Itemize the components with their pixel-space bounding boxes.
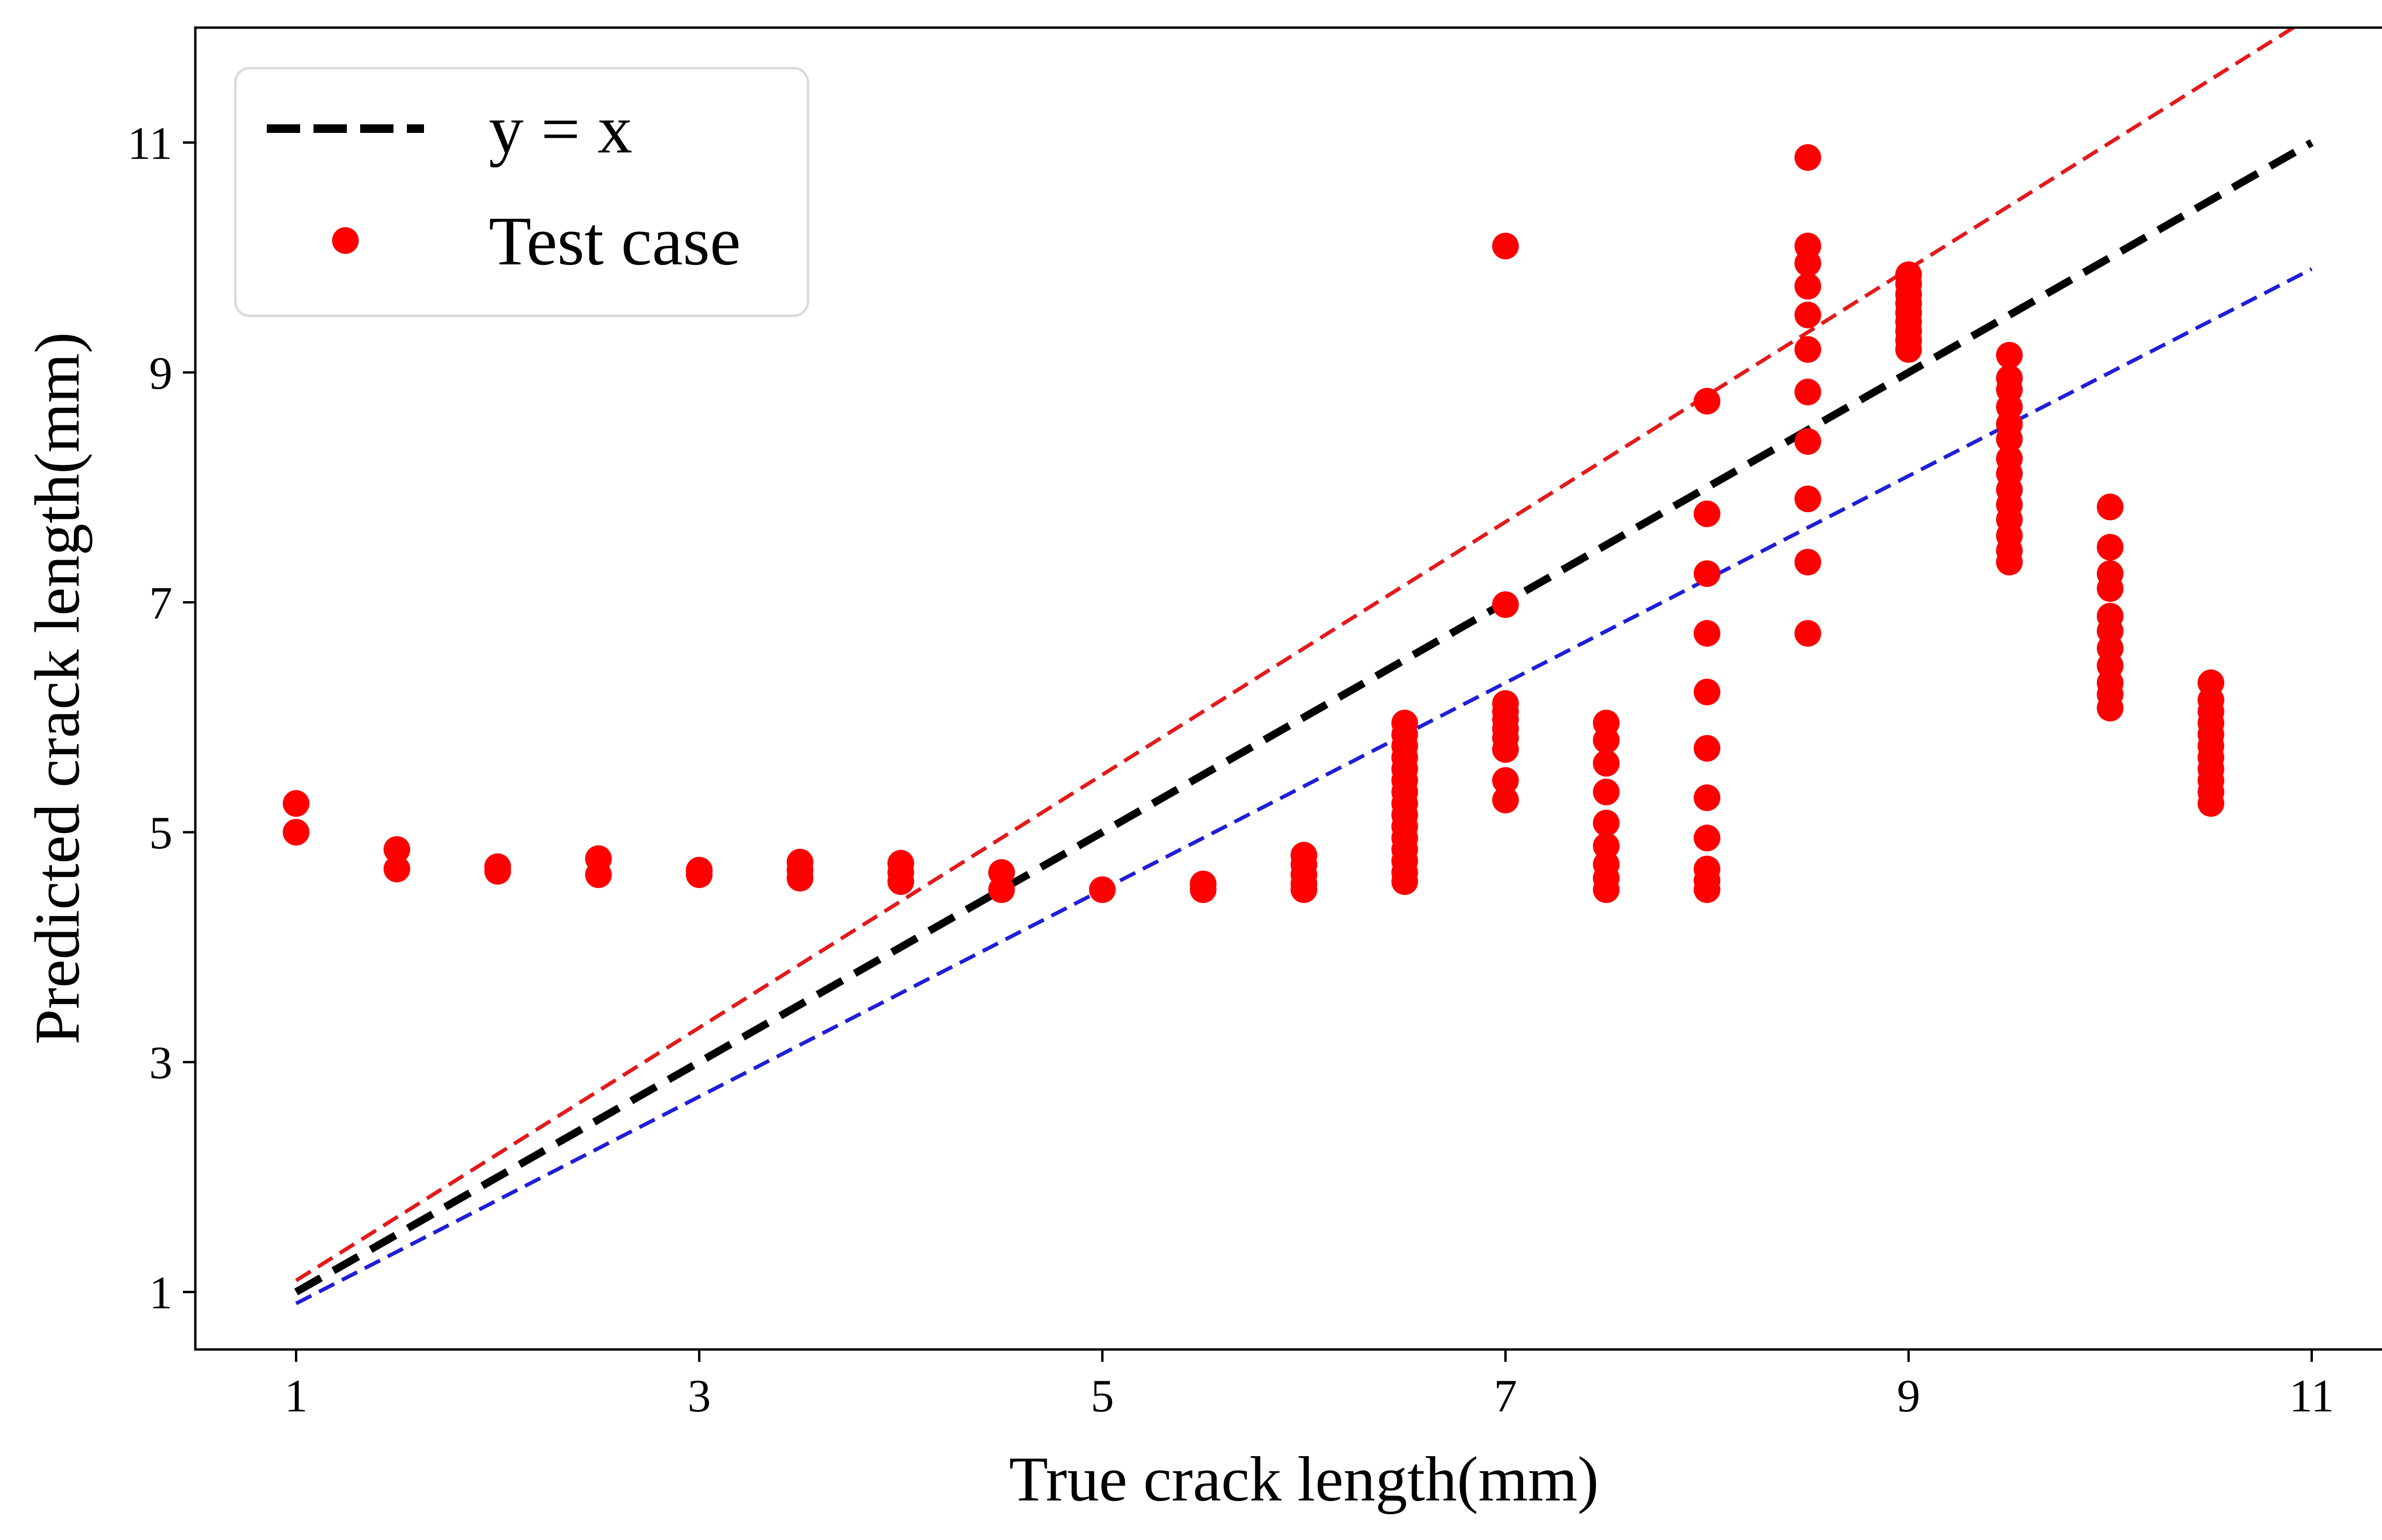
- test-case-point: [384, 856, 411, 883]
- test-case-point: [1694, 825, 1721, 852]
- x-tick-label: 11: [2289, 1370, 2334, 1422]
- test-case-point: [283, 790, 310, 817]
- test-case-point: [1291, 876, 1317, 903]
- x-tick-label: 3: [687, 1370, 711, 1422]
- test-case-point: [1794, 250, 1821, 277]
- test-case-point: [887, 868, 914, 895]
- test-case-point: [1593, 833, 1620, 860]
- test-case-point: [686, 861, 713, 888]
- test-case-point: [1794, 549, 1821, 576]
- y-tick-label: 3: [149, 1037, 172, 1089]
- test-case-point: [1794, 302, 1821, 329]
- test-case-point: [1996, 549, 2023, 576]
- test-case-point: [2097, 533, 2124, 561]
- test-case-point: [2097, 695, 2124, 722]
- test-case-point: [585, 861, 612, 888]
- test-case-point: [1492, 736, 1519, 763]
- test-case-point: [1694, 678, 1721, 705]
- test-case-point: [1593, 809, 1620, 836]
- test-case-point: [1089, 876, 1116, 903]
- x-tick-label: 7: [1494, 1370, 1517, 1422]
- x-tick-label: 1: [284, 1370, 308, 1422]
- test-case-point: [1190, 876, 1217, 903]
- test-case-point: [1794, 428, 1821, 455]
- test-case-point: [1694, 388, 1721, 415]
- y-tick-label: 1: [149, 1267, 172, 1319]
- test-case-point: [2097, 575, 2124, 602]
- y-tick-label: 9: [149, 348, 172, 399]
- upper-bound-line: [295, 28, 2297, 1282]
- test-case-point: [1593, 750, 1620, 777]
- test-case-point: [1391, 868, 1418, 895]
- x-tick-label: 5: [1090, 1370, 1114, 1422]
- test-case-point: [1593, 727, 1620, 754]
- test-case-point: [1794, 336, 1821, 363]
- x-tick-label: 9: [1897, 1370, 1920, 1422]
- legend-ideal-label: y = x: [489, 91, 632, 168]
- test-case-point: [1794, 620, 1821, 647]
- ideal-line: [294, 139, 2314, 1296]
- test-case-point: [1492, 767, 1519, 794]
- test-case-point: [384, 836, 411, 863]
- test-case-point: [1895, 336, 1922, 363]
- test-case-point: [1694, 620, 1721, 647]
- test-case-point: [1694, 735, 1721, 762]
- test-case-point: [2197, 790, 2224, 817]
- test-case-point: [787, 865, 814, 892]
- test-case-point: [1794, 485, 1821, 513]
- test-case-point: [988, 876, 1015, 903]
- test-case-point: [1593, 876, 1620, 903]
- test-case-point: [283, 819, 310, 846]
- test-case-point: [1694, 560, 1721, 587]
- legend-test-label: Test case: [489, 202, 741, 280]
- test-case-point: [1996, 342, 2023, 369]
- test-case-points: [283, 144, 2224, 903]
- test-case-point: [1492, 591, 1519, 618]
- test-case-point: [1794, 378, 1821, 405]
- legend-test-point-swatch: [332, 227, 359, 254]
- reference-lines: [294, 28, 2314, 1306]
- test-case-point: [1996, 425, 2023, 453]
- test-case-point: [1492, 232, 1519, 260]
- x-axis: 1 3 5 7 9 11: [284, 1349, 2334, 1422]
- legend: y = x Test case: [234, 67, 809, 317]
- test-case-point: [1794, 144, 1821, 171]
- test-case-point: [1694, 784, 1721, 811]
- lower-bound-line: [295, 267, 2313, 1306]
- test-case-point: [484, 858, 511, 885]
- test-case-point: [1694, 500, 1721, 527]
- plot-frame: [194, 26, 2382, 1351]
- y-tick-label: 5: [149, 807, 172, 859]
- y-tick-label: 7: [149, 578, 172, 629]
- test-case-point: [1694, 876, 1721, 903]
- test-case-point: [2097, 493, 2124, 521]
- test-case-point: [1794, 272, 1821, 300]
- test-case-point: [1492, 786, 1519, 814]
- y-axis-label: Predicted crack length(mm): [22, 332, 92, 1045]
- y-tick-label: 11: [128, 118, 172, 169]
- test-case-point: [1593, 778, 1620, 805]
- x-axis-label: True crack length(mm): [1009, 1444, 1599, 1514]
- y-axis: 1 3 5 7 9 11: [128, 118, 195, 1319]
